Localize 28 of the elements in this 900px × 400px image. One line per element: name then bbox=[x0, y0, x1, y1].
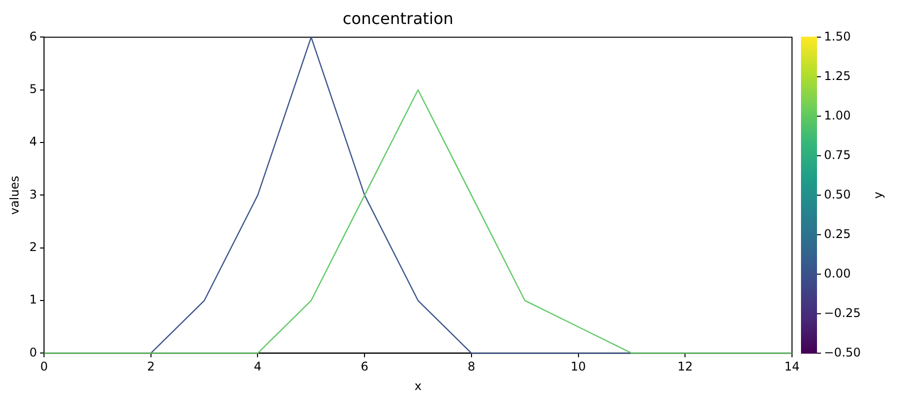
x-tick-label: 12 bbox=[678, 360, 693, 374]
color-bar-label: 0.50 bbox=[824, 187, 851, 202]
color-bar-title: y bbox=[871, 192, 886, 199]
x-tick-label: 6 bbox=[360, 360, 368, 374]
chart-title: concentration bbox=[342, 8, 454, 28]
y-tick-label: 3 bbox=[29, 187, 38, 202]
y-axis-title: values bbox=[7, 176, 22, 215]
color-bar-label: 0.00 bbox=[824, 266, 851, 280]
y-tick-label: 2 bbox=[29, 240, 38, 254]
x-tick-label: 0 bbox=[40, 360, 48, 374]
x-axis-title: x bbox=[414, 378, 422, 393]
color-bar-label: 1.25 bbox=[824, 68, 851, 83]
color-bar-label: 0.75 bbox=[824, 148, 851, 162]
color-bar-label: 0.25 bbox=[824, 226, 851, 241]
x-tick-label: 2 bbox=[147, 360, 155, 374]
x-tick-label: 8 bbox=[468, 360, 476, 374]
y-tick-label: 1 bbox=[29, 292, 38, 307]
color-bar-label: −0.25 bbox=[824, 306, 861, 320]
color-bar-label: −0.50 bbox=[824, 345, 861, 360]
y-tick-label: 5 bbox=[29, 82, 38, 96]
y-tick-label: 0 bbox=[29, 345, 38, 360]
y-tick-label: 6 bbox=[29, 29, 38, 44]
y-tick-label: 4 bbox=[29, 134, 38, 149]
x-tick-label: 4 bbox=[254, 360, 262, 374]
color-bar-label: 1.00 bbox=[824, 108, 851, 122]
x-tick-label: 10 bbox=[570, 360, 586, 374]
color-bar-label: 1.50 bbox=[824, 29, 851, 44]
x-tick-label: 14 bbox=[784, 360, 800, 374]
